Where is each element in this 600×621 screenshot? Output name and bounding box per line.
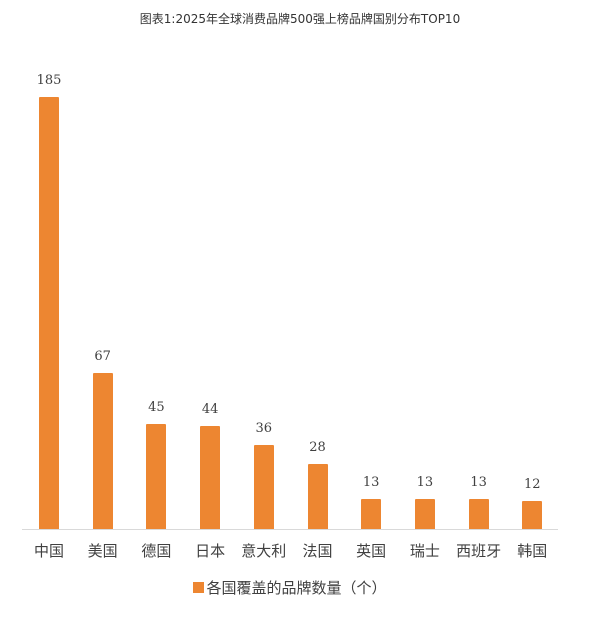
data-label: 45: [148, 400, 165, 415]
bar: [200, 426, 221, 529]
bar: [361, 499, 382, 529]
x-tick-label: 美国: [87, 542, 118, 560]
x-tick-label: 法国: [302, 542, 333, 560]
legend: 各国覆盖的品牌数量（个）: [0, 577, 600, 598]
x-tick-label: 瑞士: [409, 542, 440, 560]
bar: [307, 464, 328, 529]
data-label: 36: [255, 421, 273, 436]
bar: [146, 424, 167, 529]
chart-title: 图表1:2025年全球消费品牌500强上榜品牌国别分布TOP10: [139, 12, 461, 26]
bar: [468, 499, 489, 529]
x-tick-label: 德国: [141, 542, 172, 560]
data-label: 13: [416, 475, 434, 490]
x-tick-label: 英国: [356, 542, 387, 560]
data-label: 44: [201, 402, 219, 417]
data-label: 12: [524, 477, 541, 492]
data-label: 185: [36, 73, 62, 88]
x-tick-label: 意大利: [241, 542, 287, 560]
x-tick-label: 韩国: [517, 542, 548, 560]
bar: [253, 445, 274, 529]
legend-label: 各国覆盖的品牌数量（个）: [206, 579, 387, 597]
x-tick-label: 西班牙: [456, 542, 502, 560]
data-label: 13: [470, 475, 487, 490]
legend-swatch-icon: [193, 582, 205, 593]
bar: [414, 499, 435, 529]
x-axis-line: [22, 529, 558, 530]
bar: [522, 501, 543, 529]
x-tick-label: 中国: [33, 542, 64, 560]
bar: [39, 97, 59, 529]
data-label: 67: [94, 349, 111, 364]
bar: [92, 373, 113, 529]
data-label: 28: [309, 440, 326, 455]
data-label: 13: [362, 475, 380, 490]
x-tick-label: 日本: [195, 542, 226, 560]
